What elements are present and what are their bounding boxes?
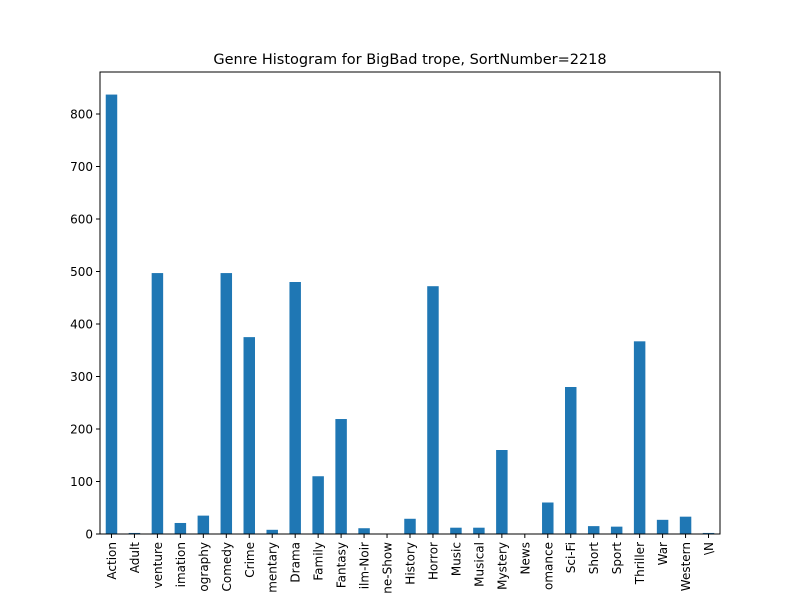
x-tick-label: War — [656, 542, 670, 565]
x-tick-label: Thriller — [633, 542, 647, 585]
x-tick-label: ilm-Noir — [358, 542, 372, 589]
bar-film-noir — [358, 528, 370, 534]
bar-war — [656, 519, 669, 534]
y-tick-label: 600 — [70, 213, 93, 227]
plot-frame — [99, 71, 721, 535]
y-tick-label: 800 — [70, 108, 93, 122]
x-tick-label: Musical — [472, 542, 486, 587]
bar-romance — [542, 502, 554, 534]
x-tick-label: Sport — [610, 542, 624, 575]
y-axis: 0 100 200 300 400 500 600 700 800 — [70, 108, 100, 542]
x-tick-label: Fantasy — [335, 542, 349, 588]
chart-title: Genre Histogram for BigBad trope, SortNu… — [213, 52, 606, 68]
x-tick-label: Sci-Fi — [564, 542, 578, 573]
x-tick-label: Drama — [289, 542, 303, 583]
bar-documentary — [266, 529, 278, 534]
x-tick-label: ography — [197, 542, 211, 592]
bar-music — [450, 527, 462, 534]
bar-biography — [197, 515, 210, 534]
y-tick-label: 300 — [70, 370, 93, 384]
bar-sport — [610, 526, 623, 534]
x-tick-label: omance — [541, 542, 555, 590]
x-tick-label: Short — [587, 542, 601, 574]
bar-sci-fi — [565, 387, 577, 534]
x-tick-label: imation — [174, 542, 188, 587]
x-tick-label: Horror — [426, 542, 440, 580]
y-tick-label: 100 — [70, 475, 93, 489]
x-tick-label: Action — [105, 542, 119, 580]
bar-comedy — [220, 273, 233, 534]
bar-crime — [243, 337, 255, 534]
x-tick-label: Family — [312, 542, 326, 581]
y-tick-label: 200 — [70, 423, 93, 437]
bar-drama — [289, 282, 301, 534]
bar-family — [312, 476, 324, 534]
x-tick-label: \N — [702, 542, 716, 555]
x-tick-label: ne-Show — [381, 542, 395, 594]
bar-short — [587, 526, 600, 534]
bar-musical — [473, 527, 485, 534]
bar-horror — [427, 286, 439, 534]
bar-thriller — [633, 341, 646, 534]
x-axis: Action Adult venture imation ography Comedy Cr… — [105, 534, 716, 594]
y-tick-label: 500 — [70, 265, 93, 279]
x-tick-label: Comedy — [220, 542, 234, 592]
bar-adult — [128, 532, 141, 534]
y-tick-label: 400 — [70, 318, 93, 332]
bars-group — [105, 94, 715, 534]
x-tick-label: History — [404, 542, 418, 585]
x-tick-label: Crime — [243, 542, 257, 578]
x-tick-label: venture — [151, 542, 165, 588]
bar-history — [404, 518, 416, 534]
y-tick-label: 0 — [85, 528, 93, 542]
x-tick-label: Western — [679, 542, 693, 591]
bar-mystery — [496, 450, 508, 534]
x-tick-label: News — [518, 542, 532, 574]
x-tick-label: Music — [449, 542, 463, 576]
bar-adventure — [151, 273, 164, 534]
x-tick-label: Adult — [128, 542, 142, 574]
bar-action — [105, 94, 118, 534]
x-tick-label: mentary — [266, 542, 280, 593]
bar-animation — [174, 522, 187, 534]
y-tick-label: 700 — [70, 160, 93, 174]
bar-n — [702, 532, 715, 534]
x-tick-label: Mystery — [495, 542, 509, 590]
bar-fantasy — [335, 419, 347, 534]
bar-western — [679, 516, 692, 534]
